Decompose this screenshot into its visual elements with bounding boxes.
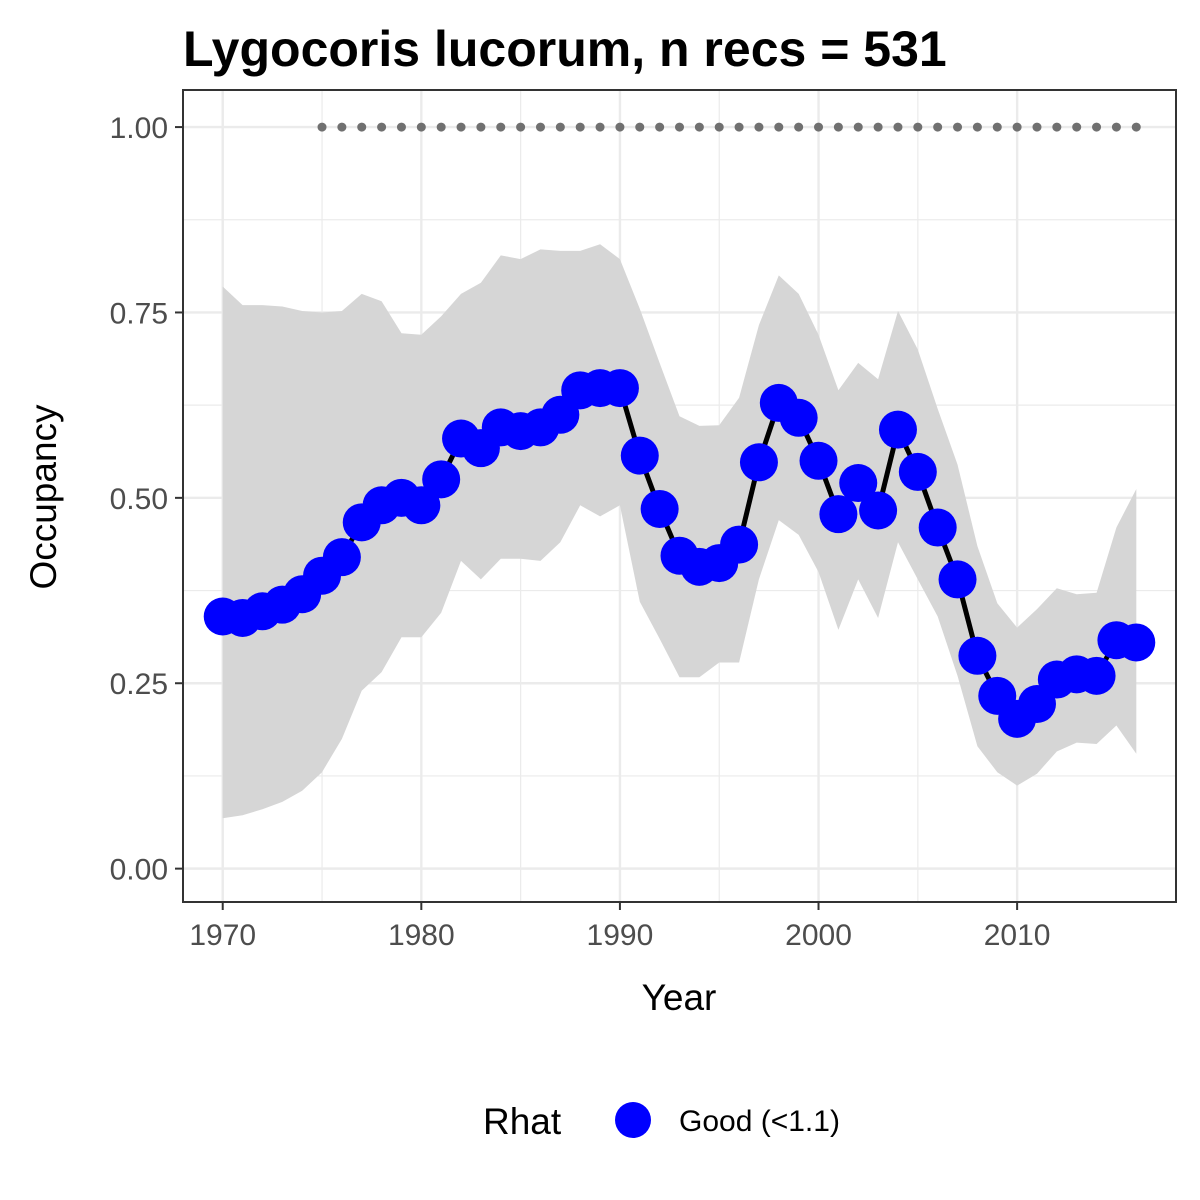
y-tick-label: 0.50 bbox=[110, 483, 168, 516]
reference-dot bbox=[1111, 122, 1121, 132]
data-point bbox=[878, 410, 917, 449]
reference-dot bbox=[396, 122, 406, 132]
reference-dot bbox=[357, 122, 367, 132]
reference-dot bbox=[456, 122, 466, 132]
dotted-reference-layer bbox=[317, 122, 1141, 132]
data-point bbox=[918, 508, 957, 547]
legend: Rhat Good (<1.1) bbox=[483, 1101, 840, 1142]
reference-dot bbox=[774, 122, 784, 132]
data-point bbox=[739, 443, 778, 482]
data-point bbox=[958, 636, 997, 675]
reference-dot bbox=[734, 122, 744, 132]
y-axis-title: Occupancy bbox=[23, 404, 64, 590]
reference-dot bbox=[953, 122, 963, 132]
x-axis-ticks: 1970 1980 1990 2000 2010 bbox=[189, 902, 1050, 952]
reference-dot bbox=[814, 122, 824, 132]
x-tick-label: 2000 bbox=[785, 919, 852, 952]
x-tick-label: 1980 bbox=[388, 919, 455, 952]
y-tick-label: 0.75 bbox=[110, 297, 168, 330]
panel-border bbox=[182, 89, 1177, 903]
y-tick-label: 0.00 bbox=[110, 854, 168, 887]
reference-dot bbox=[555, 122, 565, 132]
reference-dot bbox=[535, 122, 545, 132]
data-point bbox=[898, 452, 937, 491]
reference-dot bbox=[853, 122, 863, 132]
reference-dot bbox=[575, 122, 585, 132]
reference-dot bbox=[933, 122, 943, 132]
reference-dot bbox=[794, 122, 804, 132]
reference-dot bbox=[873, 122, 883, 132]
reference-dot bbox=[436, 122, 446, 132]
y-axis-ticks: 0.00 0.25 0.50 0.75 1.00 bbox=[110, 112, 183, 887]
reference-dot bbox=[337, 122, 347, 132]
data-point bbox=[799, 441, 838, 480]
reference-dot bbox=[1131, 122, 1141, 132]
legend-label: Good (<1.1) bbox=[679, 1105, 840, 1138]
reference-dot bbox=[992, 122, 1002, 132]
data-point bbox=[819, 495, 858, 534]
data-point bbox=[422, 460, 461, 499]
y-tick-label: 1.00 bbox=[110, 112, 168, 145]
x-axis-title: Year bbox=[642, 977, 717, 1018]
data-point bbox=[720, 525, 759, 564]
reference-dot bbox=[516, 122, 526, 132]
reference-dot bbox=[1072, 122, 1082, 132]
reference-dot bbox=[615, 122, 625, 132]
reference-dot bbox=[1092, 122, 1102, 132]
legend-title: Rhat bbox=[483, 1101, 562, 1142]
y-tick-label: 0.25 bbox=[110, 668, 168, 701]
x-tick-label: 1970 bbox=[189, 919, 256, 952]
reference-dot bbox=[833, 122, 843, 132]
x-tick-label: 2010 bbox=[984, 919, 1051, 952]
reference-dot bbox=[893, 122, 903, 132]
reference-dot bbox=[675, 122, 684, 132]
reference-dot bbox=[496, 122, 506, 132]
reference-dot bbox=[1032, 122, 1042, 132]
data-point bbox=[779, 398, 818, 437]
reference-dot bbox=[694, 122, 704, 132]
data-point bbox=[402, 486, 441, 525]
reference-dot bbox=[476, 122, 486, 132]
legend-key-point bbox=[615, 1102, 651, 1138]
reference-dot bbox=[972, 122, 982, 132]
confidence-ribbon bbox=[222, 244, 1137, 819]
data-point bbox=[640, 489, 679, 528]
chart-title: Lygocoris lucorum, n recs = 531 bbox=[183, 21, 947, 77]
reference-dot bbox=[377, 122, 387, 132]
data-point bbox=[859, 491, 898, 530]
reference-dot bbox=[635, 122, 645, 132]
data-point bbox=[1117, 623, 1156, 662]
reference-dot bbox=[754, 122, 764, 132]
reference-dot bbox=[913, 122, 923, 132]
reference-dot bbox=[1052, 122, 1062, 132]
data-point bbox=[620, 436, 659, 475]
reference-dot bbox=[595, 122, 605, 132]
x-tick-label: 1990 bbox=[587, 919, 654, 952]
reference-dot bbox=[317, 122, 327, 132]
data-point bbox=[322, 538, 361, 577]
reference-dot bbox=[1012, 122, 1022, 132]
data-point bbox=[839, 464, 878, 503]
confidence-ribbon-layer bbox=[222, 244, 1137, 819]
data-point bbox=[600, 369, 639, 408]
data-point bbox=[938, 560, 977, 599]
data-point-layer bbox=[203, 369, 1156, 738]
reference-dot bbox=[655, 122, 665, 132]
reference-dot bbox=[714, 122, 724, 132]
reference-dot bbox=[416, 122, 426, 132]
data-point bbox=[1077, 656, 1116, 695]
